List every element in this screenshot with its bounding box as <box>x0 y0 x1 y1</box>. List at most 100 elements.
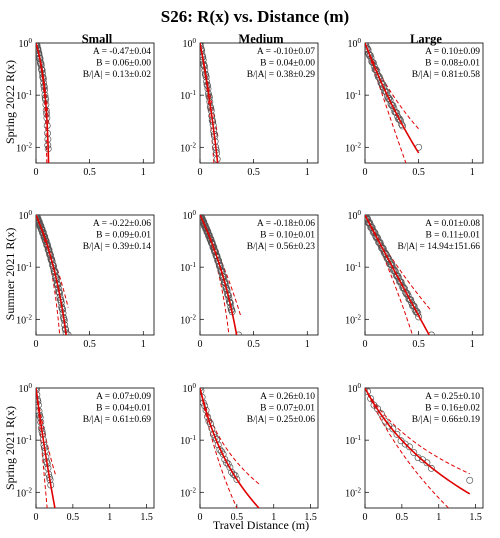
column-title-large: Large <box>410 32 442 46</box>
data-point <box>386 257 394 265</box>
data-point <box>382 87 389 95</box>
stat-line: B = 0.10±0.01 <box>260 231 315 241</box>
data-point <box>374 235 382 243</box>
x-tick-label: 1 <box>107 512 112 523</box>
data-point <box>409 302 417 309</box>
data-point <box>382 251 390 259</box>
row-label-spring-2021: Spring 2021 R(x) <box>3 406 17 490</box>
y-tick-label: 100 <box>183 382 197 395</box>
panel-3: 10-2 10-1 100 0 0.5 1 A = -0.22±0.06 B = 0.09±0… <box>16 209 155 350</box>
axes-frame <box>35 214 155 336</box>
data-point <box>395 274 403 282</box>
data-point <box>393 109 401 117</box>
plot-area <box>200 215 243 335</box>
data-point <box>379 245 387 252</box>
data-point <box>374 405 382 413</box>
stat-line: A = 0.07±0.09 <box>96 392 151 402</box>
data-point <box>367 395 375 403</box>
data-point <box>391 267 399 275</box>
x-tick-label: 1 <box>141 167 146 178</box>
plot-area <box>200 388 262 516</box>
data-point <box>393 430 401 438</box>
stat-line: B/|A| = 0.25±0.06 <box>247 415 315 425</box>
x-tick-label: 0 <box>34 339 39 350</box>
y-tick-label: 100 <box>19 382 33 395</box>
x-tick-label: 1 <box>305 339 310 350</box>
x-tick-label: 1 <box>305 167 310 178</box>
stat-line: A = 0.25±0.10 <box>425 392 480 402</box>
x-tick-label: 0.5 <box>247 167 260 178</box>
y-tick-label: 10-2 <box>345 313 361 326</box>
y-tick-label: 10-1 <box>180 89 196 102</box>
x-tick-label: 0 <box>34 512 39 523</box>
data-point <box>235 331 243 335</box>
fit-line <box>365 215 431 335</box>
y-tick-label: 100 <box>348 209 362 222</box>
fit-line <box>365 43 420 154</box>
data-point <box>371 229 379 237</box>
fit-line <box>200 388 260 508</box>
plot-area <box>365 388 474 508</box>
data-point <box>233 475 241 483</box>
y-tick-label: 10-1 <box>180 261 196 274</box>
axes-frame <box>364 214 484 336</box>
stat-line: B/|A| = 0.38±0.29 <box>247 70 315 80</box>
data-point <box>400 284 408 292</box>
fit-line <box>200 43 219 163</box>
y-tick-label: 10-2 <box>345 141 361 154</box>
row-label-summer-2021: Summer 2021 R(x) <box>3 228 17 321</box>
y-tick-label: 100 <box>183 37 197 50</box>
data-point <box>256 510 262 516</box>
panel-4: 10-2 10-1 100 0 0.5 1 A = -0.18±0.06 B = 0.10±0… <box>180 209 319 350</box>
data-point <box>368 223 376 231</box>
x-tick-label: 1.5 <box>140 512 153 523</box>
fit-bound-lower <box>365 388 450 508</box>
stat-line: A = -0.18±0.06 <box>257 219 315 229</box>
column-title-small: Small <box>82 32 113 46</box>
data-point <box>404 292 412 299</box>
panel-0: 10-2 10-1 100 0 0.5 1 A = -0.47±0.04 B = 0.06±0… <box>16 37 155 178</box>
y-tick-label: 10-2 <box>180 313 196 326</box>
plot-area <box>36 43 52 163</box>
y-tick-label: 10-2 <box>180 486 196 499</box>
data-point <box>382 249 390 257</box>
data-point <box>389 102 397 109</box>
y-tick-label: 10-2 <box>16 486 32 499</box>
data-point <box>389 425 397 433</box>
y-tick-label: 10-2 <box>180 141 196 154</box>
panel-8: 10-2 10-1 100 0 0.5 1 1.5 A = 0.25±0.10 B = 0.16… <box>345 382 484 523</box>
fit-bound-lower <box>200 388 238 508</box>
data-point <box>399 122 406 130</box>
x-tick-label: 1 <box>141 339 146 350</box>
stat-line: B/|A| = 0.13±0.02 <box>83 70 151 80</box>
data-point <box>365 43 369 47</box>
stat-line: A = -0.10±0.07 <box>257 47 315 57</box>
data-point <box>391 266 398 274</box>
data-point <box>221 455 229 463</box>
stat-line: B/|A| = 0.56±0.23 <box>247 242 315 252</box>
y-tick-label: 10-1 <box>16 434 32 447</box>
plot-area <box>36 388 57 508</box>
y-tick-label: 100 <box>348 37 362 50</box>
fit-line <box>365 388 471 495</box>
fit-bound-lower <box>36 388 48 508</box>
fit-bound-upper <box>365 388 470 475</box>
stat-line: B/|A| = 0.66±0.19 <box>412 415 480 425</box>
stat-line: B = 0.09±0.01 <box>96 231 151 241</box>
y-tick-label: 10-1 <box>345 434 361 447</box>
data-point <box>365 45 371 52</box>
panel-2: 10-2 10-1 100 0 0.5 1 A = 0.10±0.09 B = 0.08±0.… <box>345 37 484 178</box>
x-tick-label: 0 <box>363 512 368 523</box>
axes-frame <box>199 214 319 336</box>
x-tick-label: 0 <box>363 167 368 178</box>
data-point <box>377 410 385 418</box>
data-point <box>372 234 380 242</box>
data-point <box>219 450 227 458</box>
x-tick-label: 0 <box>198 339 203 350</box>
x-tick-label: 0 <box>198 512 203 523</box>
panel-6: 10-2 10-1 100 0 0.5 1 1.5 A = 0.07±0.09 B = 0.04… <box>16 382 155 523</box>
x-tick-label: 0 <box>198 167 203 178</box>
stat-line: B/|A| = 0.39±0.14 <box>83 242 151 252</box>
data-point <box>214 441 222 449</box>
panel-1: 10-2 10-1 100 0 0.5 1 A = -0.10±0.07 B = 0.04±0… <box>180 37 319 178</box>
